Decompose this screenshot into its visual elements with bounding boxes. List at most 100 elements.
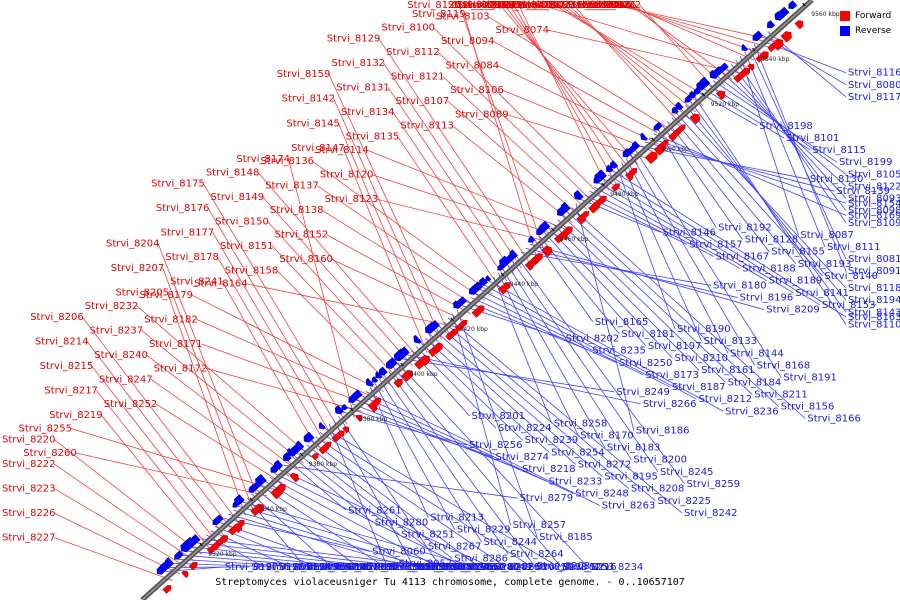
- gene-label-strvi-8064: Strvi_8064: [491, 0, 545, 11]
- reverse-leader-line: [680, 108, 847, 289]
- forward-leader-line: [202, 183, 348, 425]
- reverse-leader-line: [694, 96, 847, 325]
- forward-leader-line: [53, 488, 188, 568]
- reverse-leader-line: [452, 313, 511, 526]
- forward-leader-line: [53, 512, 181, 575]
- legend-reverse: Reverse: [840, 23, 891, 38]
- reverse-leader-line: [726, 68, 847, 199]
- forward-leader-line: [452, 125, 573, 223]
- axis-tick-mark: [802, 2, 806, 7]
- forward-leader-line: [328, 74, 450, 334]
- gene-label-strvi-8157: Strvi_8157: [689, 239, 743, 250]
- forward-leader-line: [433, 27, 602, 197]
- gene-label-strvi-8158: Strvi_8158: [225, 265, 279, 276]
- axis-tick-mark: [450, 317, 454, 322]
- forward-leader-line: [212, 232, 333, 438]
- gene-label-strvi-8106: Strvi_8106: [450, 85, 504, 96]
- reverse-leader-line: [388, 370, 535, 567]
- reverse-gene: [485, 275, 492, 282]
- gene-label-strvi-8178: Strvi_8178: [165, 252, 219, 263]
- forward-gene: [232, 523, 243, 534]
- reverse-gene: [234, 494, 245, 505]
- gene-label-strvi-8189: Strvi_8189: [769, 276, 823, 287]
- reverse-leader-line: [543, 231, 647, 347]
- forward-leader-line: [86, 341, 232, 529]
- gene-label-strvi-8141: Strvi_8141: [795, 288, 849, 299]
- gene-label-strvi-8155: Strvi_8155: [771, 247, 825, 258]
- legend-forward-label: Forward: [855, 10, 892, 21]
- gene-label-strvi-8114: Strvi_8114: [315, 145, 369, 156]
- forward-gene: [580, 211, 590, 219]
- forward-leader-line: [337, 123, 435, 347]
- gene-label-strvi-8213: Strvi_8213: [430, 513, 484, 524]
- forward-leader-line: [342, 147, 428, 353]
- forward-leader-line: [376, 198, 551, 243]
- reverse-leader-line: [644, 141, 835, 192]
- gene-label-strvi-8174: Strvi_8174: [236, 154, 290, 165]
- gene-label-strvi-8229: Strvi_8229: [457, 525, 511, 536]
- reverse-leader-line: [447, 317, 683, 514]
- gene-label-strvi-8226: Strvi_8226: [2, 508, 56, 519]
- gene-label-strvi-8107: Strvi_8107: [396, 96, 450, 107]
- forward-leader-line: [167, 292, 246, 516]
- forward-gene: [419, 354, 431, 367]
- reverse-gene: [318, 421, 326, 430]
- axis-tick-label: 9440 kbp: [510, 281, 538, 288]
- reverse-leader-line: [484, 284, 697, 400]
- gene-label-strvi-8165: Strvi_8165: [595, 317, 649, 328]
- gene-label-strvi-8235: Strvi_8235: [592, 346, 646, 357]
- gene-label-strvi-8252: Strvi_8252: [104, 399, 158, 410]
- gene-label-strvi-8171: Strvi_8171: [149, 339, 203, 350]
- gene-label-strvi-8056: Strvi_8056: [425, 562, 479, 573]
- forward-leader-line: [378, 38, 530, 262]
- gene-label-strvi-8258: Strvi_8258: [554, 418, 608, 429]
- gene-label-strvi-8110: Strvi_8110: [848, 319, 900, 330]
- gene-label-strvi-8225: Strvi_8225: [657, 496, 711, 507]
- gene-label-strvi-8256: Strvi_8256: [469, 440, 523, 451]
- gene-label-strvi-8142: Strvi_8142: [282, 94, 336, 105]
- gene-label-strvi-8211: Strvi_8211: [754, 389, 808, 400]
- axis-tick-mark: [752, 47, 756, 52]
- gene-label-strvi-8180: Strvi_8180: [713, 280, 767, 291]
- gene-label-strvi-8133: Strvi_8133: [704, 336, 758, 347]
- gene-label-strvi-8215: Strvi_8215: [40, 361, 94, 372]
- forward-leader-line: [136, 305, 312, 458]
- gene-label-strvi-8254: Strvi_8254: [551, 447, 605, 458]
- forward-gene: [644, 151, 658, 165]
- reverse-leader-line: [607, 174, 821, 306]
- reverse-leader-line: [324, 428, 559, 568]
- gene-label-strvi-8085: Strvi_8085: [319, 562, 373, 573]
- reverse-leader-line: [237, 505, 450, 568]
- gene-label-strvi-8186: Strvi_8186: [636, 426, 690, 437]
- forward-leader-line: [629, 4, 733, 80]
- forward-gene: [219, 535, 228, 544]
- reverse-leader-line: [625, 158, 729, 354]
- gene-label-strvi-8074: Strvi_8074: [495, 25, 549, 36]
- axis-tick-label: 9480 kbp: [610, 191, 638, 198]
- gene-label-strvi-8136: Strvi_8136: [260, 156, 314, 167]
- reverse-leader-line: [616, 166, 676, 330]
- forward-leader-line: [162, 267, 254, 510]
- reverse-leader-line: [634, 149, 782, 378]
- forward-gene: [657, 139, 669, 150]
- forward-leader-line: [217, 256, 326, 445]
- gene-label-strvi-8246: Strvi_8246: [481, 562, 535, 573]
- forward-leader-line: [266, 221, 406, 373]
- gene-label-strvi-8291: Strvi_8291: [360, 562, 414, 573]
- reverse-leader-line: [735, 59, 847, 223]
- forward-leader-line: [70, 428, 275, 490]
- reverse-leader-line: [406, 354, 641, 405]
- reverse-leader-line: [260, 485, 385, 568]
- gene-label-strvi-8143: Strvi_8143: [848, 307, 900, 318]
- axis-tick-mark: [701, 92, 706, 97]
- forward-leader-line: [437, 51, 595, 204]
- gene-label-strvi-8099: Strvi_8099: [448, 0, 502, 11]
- reverse-gene: [752, 30, 764, 42]
- gene-label-strvi-8120: Strvi_8120: [320, 170, 374, 181]
- gene-label-strvi-8151: Strvi_8151: [220, 241, 274, 252]
- forward-leader-line: [316, 185, 486, 302]
- gene-label-strvi-8164: Strvi_8164: [194, 279, 248, 290]
- gene-label-strvi-8068: Strvi_8068: [266, 562, 320, 573]
- forward-leader-line: [387, 87, 515, 275]
- gene-label-strvi-8168: Strvi_8168: [757, 360, 811, 371]
